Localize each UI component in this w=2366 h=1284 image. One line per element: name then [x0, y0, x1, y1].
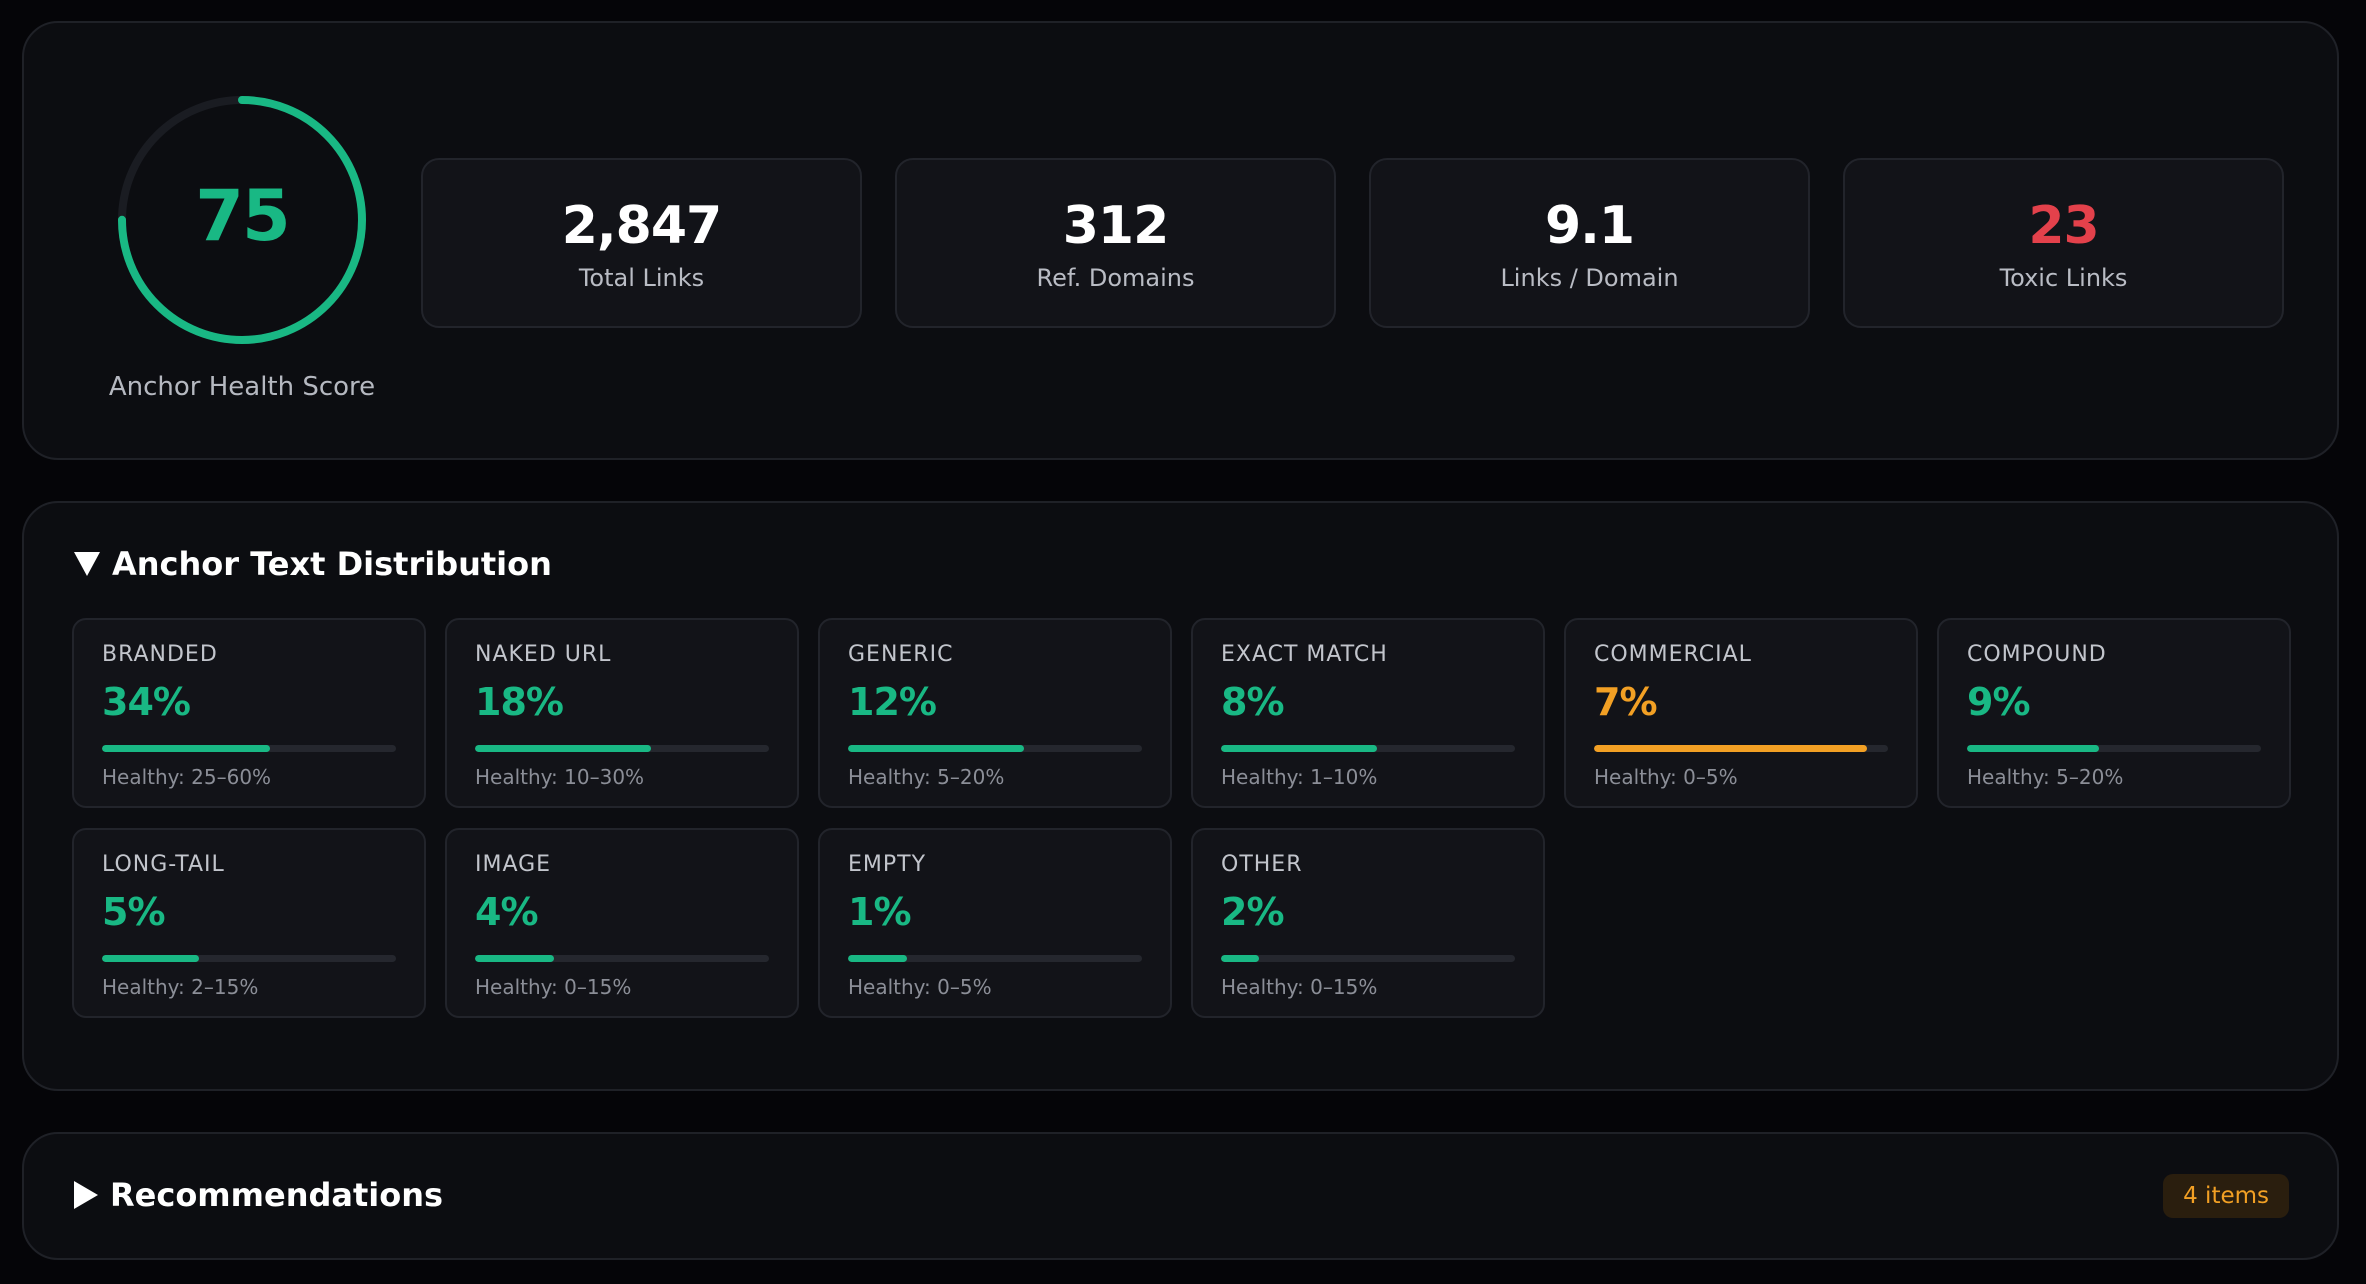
distribution-bar-track [1221, 955, 1515, 962]
distribution-card-branded: BRANDED 34% Healthy: 25–60% [72, 618, 426, 808]
distribution-bar-track [102, 745, 396, 752]
distribution-healthy-range: Healthy: 0–15% [1221, 975, 1378, 999]
distribution-bar-fill [848, 955, 907, 962]
stat-label: Links / Domain [1500, 264, 1679, 292]
score-value: 75 [195, 175, 290, 257]
distribution-bar-track [1594, 745, 1888, 752]
distribution-bar-track [1221, 745, 1515, 752]
distribution-healthy-range: Healthy: 0–5% [1594, 765, 1738, 789]
distribution-healthy-range: Healthy: 0–15% [475, 975, 632, 999]
distribution-bar-fill [1594, 745, 1868, 752]
stat-value: 23 [2028, 196, 2099, 256]
distribution-category: GENERIC [848, 642, 954, 667]
distribution-bar-fill [1221, 955, 1260, 962]
distribution-healthy-range: Healthy: 0–5% [848, 975, 992, 999]
anchor-health-score: 75 Anchor Health Score [92, 90, 392, 402]
distribution-bar-fill [848, 745, 1025, 752]
distribution-card-other: OTHER 2% Healthy: 0–15% [1191, 828, 1545, 1018]
score-ring: 75 [112, 90, 372, 350]
distribution-healthy-range: Healthy: 5–20% [848, 765, 1005, 789]
distribution-category: EXACT MATCH [1221, 642, 1388, 667]
distribution-percent: 4% [475, 890, 539, 934]
distribution-card-commercial: COMMERCIAL 7% Healthy: 0–5% [1564, 618, 1918, 808]
recommendations-title: Recommendations [110, 1176, 444, 1214]
distribution-card-generic: GENERIC 12% Healthy: 5–20% [818, 618, 1172, 808]
distribution-bar-fill [475, 955, 555, 962]
distribution-category: EMPTY [848, 852, 927, 877]
distribution-healthy-range: Healthy: 2–15% [102, 975, 259, 999]
stat-card-toxic-links: 23 Toxic Links [1843, 158, 2284, 328]
stat-value: 2,847 [561, 196, 722, 256]
distribution-percent: 12% [848, 680, 937, 724]
distribution-percent: 18% [475, 680, 564, 724]
distribution-bar-fill [102, 745, 270, 752]
stat-label: Ref. Domains [1036, 264, 1195, 292]
distribution-category: BRANDED [102, 642, 218, 667]
distribution-healthy-range: Healthy: 5–20% [1967, 765, 2124, 789]
stat-label: Toxic Links [1999, 264, 2128, 292]
distribution-category: IMAGE [475, 852, 552, 877]
distribution-header[interactable]: Anchor Text Distribution [74, 545, 552, 583]
triangle-right-icon[interactable] [74, 1181, 98, 1209]
distribution-category: COMPOUND [1967, 642, 2107, 667]
distribution-bar-fill [1967, 745, 2100, 752]
summary-panel: 75 Anchor Health Score 2,847 Total Links… [22, 21, 2339, 460]
distribution-bar-track [475, 745, 769, 752]
distribution-percent: 7% [1594, 680, 1658, 724]
distribution-card-exact-match: EXACT MATCH 8% Healthy: 1–10% [1191, 618, 1545, 808]
stat-card-ref-domains: 312 Ref. Domains [895, 158, 1336, 328]
stat-card-links-per-domain: 9.1 Links / Domain [1369, 158, 1810, 328]
distribution-bar-fill [1221, 745, 1377, 752]
distribution-bar-track [848, 745, 1142, 752]
stat-label: Total Links [578, 264, 705, 292]
triangle-down-icon[interactable] [74, 552, 100, 576]
distribution-healthy-range: Healthy: 10–30% [475, 765, 645, 789]
anchor-distribution-panel: Anchor Text Distribution BRANDED 34% Healt… [22, 501, 2339, 1091]
recommendations-count-badge: 4 items [2163, 1174, 2289, 1218]
distribution-percent: 5% [102, 890, 166, 934]
score-label: Anchor Health Score [108, 372, 376, 402]
distribution-category: NAKED URL [475, 642, 612, 667]
distribution-healthy-range: Healthy: 1–10% [1221, 765, 1378, 789]
recommendations-header[interactable]: Recommendations [74, 1176, 443, 1214]
score-ring-chart [118, 96, 366, 344]
stat-value: 312 [1062, 196, 1170, 256]
distribution-bar-track [475, 955, 769, 962]
distribution-healthy-range: Healthy: 25–60% [102, 765, 272, 789]
distribution-percent: 1% [848, 890, 912, 934]
distribution-bar-fill [475, 745, 652, 752]
distribution-card-compound: COMPOUND 9% Healthy: 5–20% [1937, 618, 2291, 808]
distribution-category: LONG-TAIL [102, 852, 225, 877]
stat-card-total-links: 2,847 Total Links [421, 158, 862, 328]
distribution-title: Anchor Text Distribution [112, 545, 552, 583]
distribution-card-empty: EMPTY 1% Healthy: 0–5% [818, 828, 1172, 1018]
distribution-percent: 2% [1221, 890, 1285, 934]
distribution-bar-fill [102, 955, 200, 962]
distribution-card-naked-url: NAKED URL 18% Healthy: 10–30% [445, 618, 799, 808]
distribution-bar-track [102, 955, 396, 962]
distribution-category: OTHER [1221, 852, 1303, 877]
distribution-bar-track [848, 955, 1142, 962]
recommendations-panel: Recommendations 4 items [22, 1132, 2339, 1260]
distribution-category: COMMERCIAL [1594, 642, 1752, 667]
distribution-card-long-tail: LONG-TAIL 5% Healthy: 2–15% [72, 828, 426, 1018]
score-ring-progress [118, 96, 366, 344]
distribution-percent: 34% [102, 680, 191, 724]
distribution-percent: 8% [1221, 680, 1285, 724]
stat-value: 9.1 [1544, 196, 1635, 256]
distribution-percent: 9% [1967, 680, 2031, 724]
distribution-card-image: IMAGE 4% Healthy: 0–15% [445, 828, 799, 1018]
distribution-bar-track [1967, 745, 2261, 752]
